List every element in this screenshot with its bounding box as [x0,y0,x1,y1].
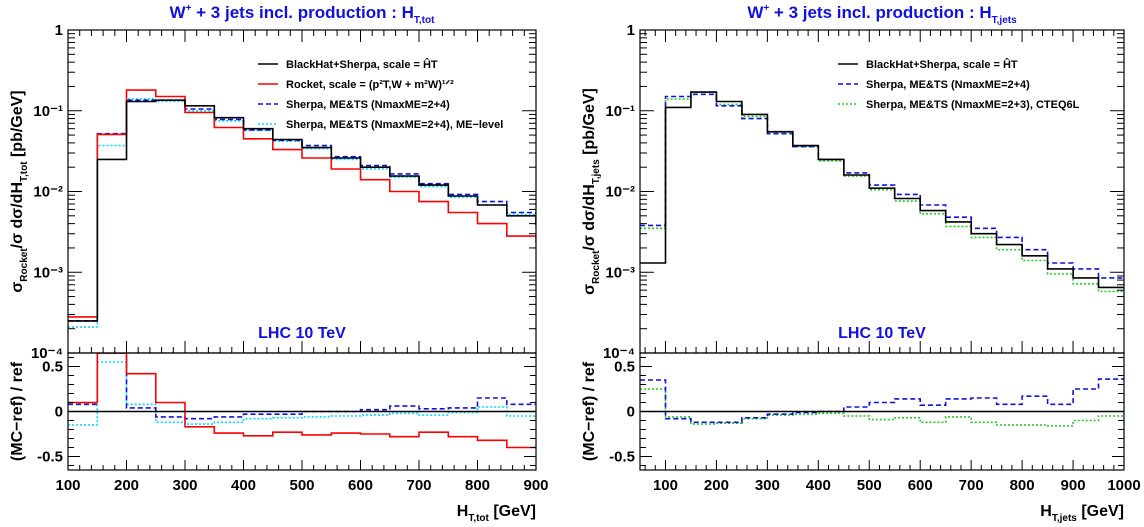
panel1: W+ + 3 jets incl. production : HT,tot 10⁻… [9,3,549,524]
ratio-y-tick-label: 0 [55,404,63,421]
ratio-y-tick-label: -0.5 [609,449,635,466]
legend-label: Sherpa, ME&TS (NmaxME=2+4) [866,79,1030,91]
y-tick-label: 10⁻³ [605,264,635,281]
ratio-line-3 [640,388,1124,427]
ratio-line-2 [640,378,1124,424]
x-tick-label: 200 [114,477,139,494]
x-tick-label: 800 [1010,477,1035,494]
series-line-2 [640,93,1124,279]
series-line-1 [640,91,1124,289]
ratio-y-axis-label: (MC−ref) / ref [9,361,26,461]
chart-title: W+ + 3 jets incl. production : HT,jets [747,3,1017,26]
series-line-1 [68,99,536,322]
panel2: W+ + 3 jets incl. production : HT,jets10… [581,3,1141,524]
x-tick-label: 400 [231,477,256,494]
y-tick-label: 10⁻⁴ [603,345,635,362]
ratio-y-tick-label: 0 [627,404,635,421]
x-tick-label: 600 [348,477,373,494]
x-tick-label: 200 [704,477,729,494]
x-tick-label: 400 [806,477,831,494]
x-tick-label: 700 [406,477,431,494]
series-line-2 [68,89,536,318]
y-tick-label: 10⁻² [33,184,63,201]
x-tick-label: 900 [523,477,548,494]
legend: BlackHat+Sherpa, scale = ĤT Sherpa, ME&TS… [838,58,1080,111]
legend-label: BlackHat+Sherpa, scale = ĤT [286,58,438,71]
panel2-main-plot [640,91,1124,293]
panel2-ratio-plot [640,378,1124,427]
ratio-line-2 [68,353,536,449]
legend-label: Sherpa, ME&TS (NmaxME=2+4), ME−level [286,119,503,131]
ratio-y-tick-label: -0.5 [37,449,63,466]
x-tick-label: 500 [289,477,314,494]
x-tick-label: 300 [172,477,197,494]
series-line-3 [640,91,1124,293]
x-axis-label: HT,tot [GeV] [457,503,536,524]
panel1-main-plot [68,89,536,328]
y-axis-label: σRocket/σ dσ/dHT,tot [pb/GeV] [9,90,30,292]
x-axis-label: HT,jets [GeV] [1040,503,1124,524]
x-tick-label: 800 [465,477,490,494]
series-line-3 [68,99,536,322]
legend-label: Rocket, scale = (p²T,W + m²W)¹ᐟ² [286,79,454,91]
y-tick-label: 10⁻⁴ [31,345,63,362]
x-tick-label: 1000 [1107,477,1140,494]
x-tick-label: 100 [653,477,678,494]
panel1-ratio-plot [68,353,536,449]
y-axis-label: σRocket/σ dσ/dHT,jets [pb/GeV] [581,88,602,295]
ratio-line-4 [68,361,536,426]
y-tick-label: 10⁻¹ [605,103,635,120]
annotation-lhc: LHC 10 TeV [258,325,346,342]
y-tick-label: 1 [627,22,635,39]
chart-title: W+ + 3 jets incl. production : HT,tot [170,3,436,26]
y-tick-label: 10⁻³ [33,264,63,281]
y-tick-label: 1 [55,22,63,39]
ratio-y-axis-label: (MC−ref) / ref [581,361,598,461]
x-tick-label: 900 [1061,477,1086,494]
ratio-y-tick-label: 0.5 [614,359,635,376]
ratio-y-tick-label: 0.5 [42,359,63,376]
ratio-line-3 [68,353,536,420]
x-tick-label: 700 [959,477,984,494]
annotation-lhc: LHC 10 TeV [838,325,926,342]
y-tick-label: 10⁻¹ [33,103,63,120]
legend-label: Sherpa, ME&TS (NmaxME=2+3), CTEQ6L [866,99,1080,111]
x-tick-label: 300 [755,477,780,494]
y-tick-label: 10⁻² [605,184,635,201]
legend-label: Sherpa, ME&TS (NmaxME=2+4) [286,99,450,111]
legend-label: BlackHat+Sherpa, scale = ĤT [866,58,1018,71]
legend: BlackHat+Sherpa, scale = ĤT Rocket, scale… [258,58,503,131]
x-tick-label: 500 [857,477,882,494]
x-tick-label: 100 [55,477,80,494]
x-tick-label: 600 [908,477,933,494]
